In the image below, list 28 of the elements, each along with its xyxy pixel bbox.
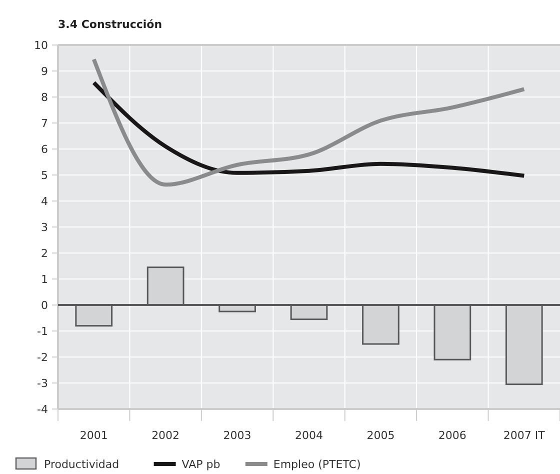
x-tick-label: 2001 [80,429,108,442]
x-tick-label: 2006 [438,429,466,442]
y-tick-label: 2 [41,246,48,260]
y-tick-label: 9 [41,64,48,78]
x-tick-label: 2002 [152,429,180,442]
y-tick-label: -2 [37,350,48,364]
y-tick-label: 4 [41,194,48,208]
chart-title: 3.4 Construcción [58,18,162,31]
x-tick-label: 2005 [366,429,395,442]
line-series [92,57,526,187]
y-tick-label: 1 [41,272,48,286]
y-tick-label: 5 [41,168,48,182]
y-tick-label: -4 [37,402,48,416]
legend-label: VAP pb [182,458,220,471]
x-tick-label: 2003 [223,429,252,442]
y-tick-label: 0 [41,298,48,312]
y-tick-label: 7 [41,116,48,130]
y-tick-label: 8 [41,90,48,104]
y-tick-label: 3 [41,220,48,234]
legend-label: Empleo (PTETC) [273,458,361,471]
legend-label: Productividad [44,458,120,471]
y-tick-label: -3 [37,376,48,390]
line-series [92,80,526,178]
y-tick-label: 6 [41,142,48,156]
y-tick-label: -1 [37,324,48,338]
y-tick-label: 10 [34,38,48,52]
x-tick-label: 2007 IT [503,429,546,442]
x-tick-label: 2004 [295,429,323,442]
